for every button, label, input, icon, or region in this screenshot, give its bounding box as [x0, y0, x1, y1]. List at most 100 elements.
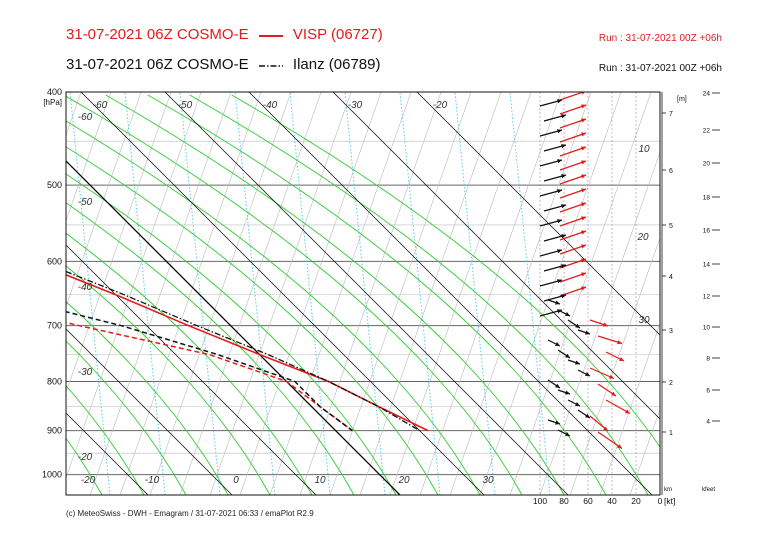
dry-adiabat [119, 92, 262, 495]
dry-adiabat [0, 92, 51, 495]
wind-arrow-visp-low-head [619, 357, 624, 361]
km-label: 5 [669, 223, 673, 230]
dry-adiabat [539, 151, 660, 495]
wind-arrow-ilanz-low-head [565, 432, 570, 436]
kfeet-axis-label: kfeet [702, 487, 715, 493]
wind-arrow-ilanz-head [557, 249, 562, 254]
dry-adiabat [66, 92, 202, 479]
wind-arrow-visp [559, 188, 587, 199]
dry-adiabat [599, 322, 660, 495]
wind-arrow-visp-low [605, 399, 631, 415]
dry-adiabat [569, 236, 660, 495]
wind-arrow-ilanz-head [561, 234, 566, 239]
emagram-grid [0, 92, 766, 495]
wind-arrow-ilanz-head [561, 174, 566, 179]
wind-speed-label: 20 [631, 496, 641, 506]
wind-arrow-ilanz-low-head [575, 402, 580, 406]
wind-arrow-ilanz-head [557, 189, 562, 194]
pressure-unit-label: [hPa] [43, 98, 62, 107]
dry-adiabat [629, 408, 660, 495]
wind-arrow-visp-head [581, 244, 586, 249]
wind-arrow-ilanz-low-head [575, 360, 580, 365]
dry-adiabat [66, 92, 172, 394]
wind-arrow-visp-head [581, 132, 586, 137]
wind-speed-label: 100 [533, 496, 547, 506]
wind-arrow-ilanz-low-head [585, 330, 590, 335]
wind-arrow-ilanz-low-head [555, 383, 560, 388]
isotherm [66, 328, 233, 495]
mixing-ratio-line [509, 92, 551, 495]
wind-arrow-visp [559, 230, 587, 241]
temp-top-label: -60 [93, 100, 108, 111]
mixing-ratio-line [124, 92, 166, 495]
temp-bottom-label: 10 [314, 475, 326, 486]
wind-arrow-visp-head [581, 216, 586, 221]
wind-arrow-visp-head [581, 118, 586, 123]
temp-top-label: -30 [348, 100, 363, 111]
km-label: 1 [669, 430, 673, 437]
header-line-ilanz: 31-07-2021 06Z COSMO-E Ilanz (06789) [66, 56, 380, 73]
temp-bottom-label: 30 [482, 475, 494, 486]
header-line-visp: 31-07-2021 06Z COSMO-E VISP (06727) [66, 26, 383, 43]
wind-speed-label: 60 [583, 496, 593, 506]
wind-arrow-ilanz-head [561, 144, 566, 149]
isotherm [66, 412, 149, 495]
kfeet-label: 14 [703, 262, 711, 269]
mixing-ratio-line [234, 92, 276, 495]
wind-arrow-visp-head [581, 258, 586, 263]
wind-arrow-visp [559, 104, 587, 115]
temp-bottom-label: -10 [145, 475, 160, 486]
dry-adiabat [389, 92, 532, 495]
wind-arrow-visp [559, 202, 587, 213]
isotherm [80, 92, 485, 495]
wind-arrow-visp [559, 216, 587, 227]
dry-adiabat [89, 92, 232, 495]
moist-adiabat [66, 95, 523, 495]
wind-arrow-visp-head [581, 230, 586, 235]
wind-speed-label: 0 [658, 496, 663, 506]
wind-arrow-visp-head [581, 160, 586, 165]
kfeet-label: 16 [703, 228, 711, 235]
kfeet-label: 20 [703, 161, 711, 168]
temp-top-label: -40 [263, 100, 278, 111]
wind-arrow-ilanz-head [557, 99, 562, 104]
temp-top-label: -50 [178, 100, 193, 111]
moist-adiabat [66, 385, 145, 495]
wind-arrow-visp [559, 174, 587, 185]
wind-arrow-ilanz-head [557, 279, 562, 284]
kfeet-label: 6 [706, 388, 710, 395]
moist-adiabat [66, 173, 397, 495]
km-label: 2 [669, 380, 673, 387]
wind-arrow-visp-head [581, 146, 586, 151]
dry-adiabat [720, 92, 766, 495]
isotherm [248, 92, 653, 495]
dry-adiabat [299, 92, 442, 495]
temp-right-label: 20 [636, 232, 649, 243]
wind-arrow-ilanz-low-head [555, 300, 560, 305]
header-model-2: 31-07-2021 06Z COSMO-E [66, 56, 249, 73]
wind-arrow-ilanz-low-head [555, 420, 560, 425]
dry-adiabat [449, 92, 592, 495]
moist-adiabat [147, 94, 607, 495]
temp-bottom-label: 20 [397, 475, 410, 486]
moist-adiabat [0, 95, 18, 495]
pressure-label-400: 400 [47, 87, 62, 97]
wind-arrow-ilanz-low-head [565, 312, 570, 316]
dry-adiabat [329, 92, 472, 495]
wind-arrow-ilanz-head [557, 219, 562, 224]
dry-adiabat [179, 92, 322, 495]
dry-adiabat [239, 92, 382, 495]
temp-left-label: -60 [78, 112, 93, 123]
isotherm [66, 160, 401, 495]
pressure-label-700: 700 [47, 321, 62, 331]
temp-left-label: -30 [78, 367, 93, 378]
kfeet-label: 4 [706, 419, 710, 426]
wind-unit-label: [kt] [664, 496, 675, 506]
dry-adiabat [359, 92, 502, 495]
temp-right-label: 10 [638, 144, 650, 155]
wind-arrow-visp [559, 146, 587, 157]
wind-arrow-ilanz-head [561, 114, 566, 119]
mixing-ratio-line [69, 92, 111, 495]
dry-adiabat [659, 494, 660, 495]
wind-arrow-ilanz-head [557, 159, 562, 164]
